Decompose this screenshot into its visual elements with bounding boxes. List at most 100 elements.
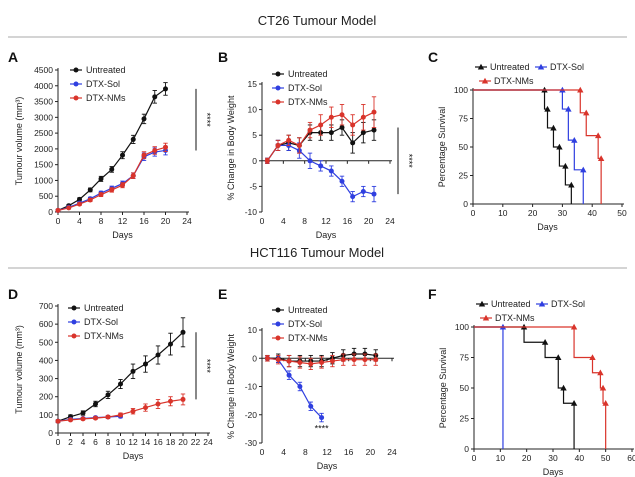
data-point-dtx_nms-b (360, 114, 366, 120)
survival-marker-dtx_nms-f (570, 323, 578, 330)
survival-marker-dtx_sol-c (580, 166, 587, 173)
series-dtx_nms-c (473, 86, 605, 204)
survival-line-dtx_sol-c (473, 89, 584, 204)
significance-label-d: **** (202, 359, 212, 374)
significance-label-b: **** (404, 154, 414, 169)
x-tick-label-d: 20 (178, 437, 188, 447)
survival-marker-untreated-c (556, 143, 563, 150)
legend-marker-dtx_sol-d (71, 319, 77, 325)
survival-marker-dtx_nms-c (583, 109, 590, 116)
data-point-untreated-d (143, 361, 148, 367)
data-point-dtx_nms-e (319, 359, 325, 365)
y-tick-label-d: 400 (39, 355, 53, 365)
data-point-untreated-b (350, 140, 356, 146)
legend-label-dtx_sol-d: DTX-Sol (84, 317, 118, 327)
data-point-dtx_nms-a (163, 144, 168, 150)
y-axis-label-a: Tumour volume (mm³) (14, 97, 24, 186)
data-point-untreated-d (168, 341, 173, 347)
legend-marker-dtx_sol-b (275, 85, 281, 91)
legend-marker-dtx_sol-c (537, 63, 545, 70)
y-tick-label-a: 1500 (34, 160, 53, 170)
x-axis-label-c: Days (537, 222, 558, 232)
x-tick-label-d: 10 (116, 437, 126, 447)
data-point-untreated-a (98, 176, 104, 182)
x-tick-label-a: 4 (77, 216, 82, 226)
data-point-dtx_sol-b (371, 191, 377, 197)
survival-marker-untreated-c (562, 162, 569, 169)
data-point-dtx_nms-d (143, 405, 148, 411)
legend-marker-untreated-c (477, 63, 485, 70)
data-point-dtx_sol-e (319, 415, 325, 421)
y-tick-label-f: 0 (464, 444, 469, 454)
legend-label-dtx_nms-d: DTX-NMs (84, 331, 124, 341)
x-tick-label-e: 4 (281, 447, 286, 457)
x-axis-label-d: Days (123, 451, 144, 461)
line-dtx_sol-a (57, 149, 166, 211)
y-tick-label-f: 75 (460, 353, 470, 363)
legend-marker-dtx_nms-b (275, 99, 281, 105)
data-point-dtx_nms-a (130, 173, 136, 179)
survival-line-dtx_sol-f (474, 326, 504, 449)
data-point-untreated-a (141, 116, 147, 122)
data-point-dtx_sol-e (286, 372, 292, 378)
survival-marker-dtx_sol-c (565, 105, 572, 112)
data-point-dtx_nms-a (152, 147, 158, 153)
data-point-dtx_nms-a (98, 192, 104, 198)
x-axis-label-a: Days (112, 230, 133, 240)
survival-marker-untreated-f (560, 384, 567, 391)
survival-line-dtx_nms-c (473, 89, 602, 204)
x-tick-label-f: 10 (496, 453, 506, 463)
y-tick-label-d: 0 (48, 428, 53, 438)
series-untreated-d (55, 317, 186, 424)
data-point-dtx_sol-e (297, 384, 303, 389)
x-tick-label-b: 4 (281, 216, 286, 226)
x-tick-label-d: 6 (93, 437, 98, 447)
series-dtx_sol-b (264, 139, 377, 203)
section-title-ct26: CT26 Tumour Model (258, 13, 377, 28)
data-point-dtx_nms-a (77, 201, 82, 207)
x-tick-label-a: 12 (118, 216, 128, 226)
legend-marker-untreated-e (275, 307, 281, 313)
x-tick-label-b: 24 (385, 216, 395, 226)
series-dtx_sol-e (264, 355, 325, 423)
data-point-dtx_nms-d (155, 401, 161, 407)
data-point-dtx_sol-b (307, 158, 313, 164)
data-point-untreated-b (360, 130, 366, 136)
survival-marker-dtx_nms-f (589, 354, 596, 361)
data-point-untreated-a (163, 86, 168, 92)
x-tick-label-b: 16 (343, 216, 353, 226)
data-point-dtx_nms-d (93, 415, 98, 421)
y-tick-label-e: 0 (252, 353, 257, 363)
y-tick-label-b: -10 (245, 207, 258, 217)
legend-d: Untreated DTX-Sol DTX-NMs (68, 303, 124, 341)
x-tick-label-c: 20 (528, 208, 538, 218)
y-tick-label-a: 1000 (34, 175, 53, 185)
panel-f: F 0 25 50 75 100 0 10 20 30 40 50 60 Days Percentage S… (428, 286, 635, 477)
x-tick-label-a: 24 (182, 216, 192, 226)
y-tick-label-c: 100 (454, 85, 468, 95)
x-tick-label-c: 40 (587, 208, 597, 218)
x-tick-label-f: 30 (548, 453, 558, 463)
series-untreated-f (474, 323, 578, 449)
y-tick-label-c: 0 (463, 199, 468, 209)
legend-label-untreated-f: Untreated (491, 299, 531, 309)
survival-marker-untreated-f (570, 400, 578, 406)
y-tick-label-d: 200 (39, 392, 53, 402)
legend-label-dtx_sol-f: DTX-Sol (551, 299, 585, 309)
y-tick-label-b: 5 (252, 130, 257, 140)
legend-marker-untreated-d (71, 305, 77, 311)
data-point-dtx_nms-b (296, 142, 302, 148)
y-axis-label-f: Percentage Survival (438, 348, 448, 429)
survival-line-untreated-f (474, 326, 575, 449)
x-tick-label-b: 12 (321, 216, 331, 226)
legend-f: Untreated DTX-Sol DTX-NMs (476, 299, 585, 323)
y-tick-label-a: 2000 (34, 144, 53, 154)
y-axis-label-b: % Change in Body Weight (226, 95, 236, 200)
y-tick-label-e: -10 (245, 382, 258, 392)
series-untreated-c (473, 86, 575, 204)
legend-e: Untreated DTX-Sol DTX-NMs (272, 305, 328, 343)
data-point-dtx_nms-a (55, 207, 61, 213)
series-dtx_nms-e (264, 353, 379, 370)
